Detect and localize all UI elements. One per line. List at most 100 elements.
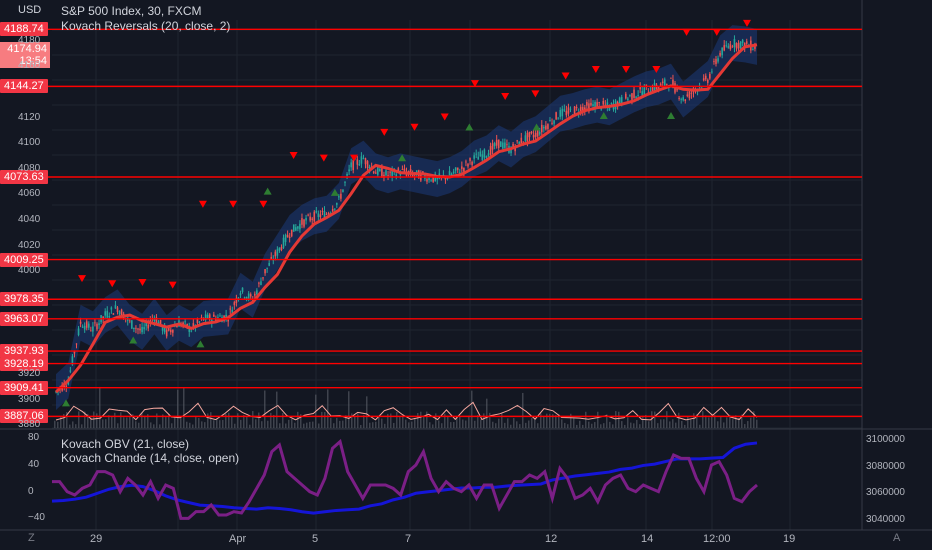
candle-body xyxy=(651,87,654,92)
candle-body xyxy=(739,41,742,49)
sell-signal-marker xyxy=(138,279,147,287)
indicator-legend-reversals[interactable]: Kovach Reversals (20, close, 2) xyxy=(61,19,231,33)
sell-signal-marker xyxy=(561,72,570,80)
candle-body xyxy=(700,87,703,89)
volume-bar xyxy=(402,414,404,428)
candle-body xyxy=(280,247,283,251)
candle-body xyxy=(625,93,627,99)
zoom-button[interactable]: Z xyxy=(28,532,35,544)
level-label[interactable]: 4188.74 xyxy=(0,22,48,37)
level-label[interactable]: 4073.63 xyxy=(0,170,48,184)
volume-bar xyxy=(570,413,572,428)
volume-bar xyxy=(624,424,626,428)
candle-body xyxy=(723,45,726,51)
candle-body xyxy=(358,164,361,166)
chart-title[interactable]: S&P 500 Index, 30, FXCM xyxy=(61,4,202,18)
volume-bar xyxy=(510,424,512,428)
volume-bar xyxy=(303,423,305,428)
level-label[interactable]: 3909.41 xyxy=(0,380,48,395)
candle-body xyxy=(430,180,432,182)
auto-scale-button[interactable]: A xyxy=(893,532,901,544)
level-label[interactable]: 3928.19 xyxy=(0,356,48,371)
sell-signal-marker xyxy=(622,66,631,74)
candle-body xyxy=(338,196,340,198)
candle-body xyxy=(247,293,250,299)
candle-body xyxy=(659,83,662,87)
candle-body xyxy=(483,149,486,158)
volume-bar xyxy=(177,389,179,428)
candle-body xyxy=(594,101,596,110)
candle-body xyxy=(631,93,633,100)
price-tick-label: 4120 xyxy=(18,111,41,123)
candle-body xyxy=(266,267,268,269)
candle-body xyxy=(315,210,318,213)
volume-bar xyxy=(705,415,707,428)
candle-body xyxy=(596,102,598,109)
candle-body xyxy=(331,208,334,212)
sell-signal-marker xyxy=(289,152,298,159)
level-label[interactable]: 3963.07 xyxy=(0,311,48,326)
buy-signal-marker xyxy=(667,111,675,119)
candle-body xyxy=(364,158,367,165)
volume-bar xyxy=(78,411,80,428)
volume-bar xyxy=(54,420,56,428)
level-label[interactable]: 4144.27 xyxy=(0,79,48,94)
candle-body xyxy=(463,167,465,172)
volume-bar xyxy=(708,417,710,428)
candle-body xyxy=(106,310,109,318)
volume-bar xyxy=(735,415,737,428)
level-label[interactable]: 4009.25 xyxy=(0,252,48,267)
candle-body xyxy=(663,79,666,86)
buy-signal-marker xyxy=(129,336,138,344)
candle-body xyxy=(254,293,256,296)
indicator-legend-obv[interactable]: Kovach OBV (21, close) xyxy=(61,437,190,451)
volume-bar xyxy=(186,421,188,428)
candle-body xyxy=(565,110,568,116)
level-label[interactable]: 3937.93 xyxy=(0,344,48,359)
candle-body xyxy=(454,167,457,171)
chande-line xyxy=(52,438,758,520)
volume-bar xyxy=(144,415,146,428)
candle-body xyxy=(645,84,648,86)
moving-average-line xyxy=(54,43,758,394)
candle-body xyxy=(610,102,613,105)
volume-bar xyxy=(561,419,563,428)
volume-bar xyxy=(438,420,440,428)
candle-body xyxy=(491,143,494,150)
volume-bar xyxy=(657,423,659,428)
price-tick-label: 3900 xyxy=(18,393,41,405)
candle-body xyxy=(356,159,359,165)
volume-bar xyxy=(492,421,494,428)
volume-bar xyxy=(435,413,437,428)
envelope-band-area xyxy=(56,25,757,411)
level-label[interactable]: 3887.06 xyxy=(0,409,48,424)
candle-body xyxy=(352,160,355,171)
volume-bar xyxy=(672,419,674,428)
level-label[interactable]: 3978.35 xyxy=(0,292,48,307)
candle-body xyxy=(737,42,740,49)
candle-body xyxy=(690,93,693,95)
candle-body xyxy=(360,156,363,164)
volume-bar xyxy=(534,418,536,428)
candle-body xyxy=(227,319,229,322)
candle-body xyxy=(524,135,527,141)
price-tick-label: 3880 xyxy=(18,419,41,431)
candle-body xyxy=(147,324,150,329)
oscillator-tick-label: 80 xyxy=(28,432,40,444)
chart-grid xyxy=(0,0,932,531)
time-tick-label: Apr xyxy=(229,533,247,545)
indicator-legend-chande[interactable]: Kovach Chande (14, close, open) xyxy=(61,451,240,465)
time-tick-label: 19 xyxy=(783,533,796,545)
volume-bar xyxy=(684,424,686,428)
volume-bar xyxy=(594,422,596,428)
candle-body xyxy=(467,164,469,167)
volume-bar xyxy=(519,424,521,428)
obv-tick-label: 3100000 xyxy=(866,434,905,446)
time-tick-label: 12 xyxy=(545,533,558,545)
volume-bar xyxy=(441,423,443,428)
volume-bar xyxy=(264,390,266,428)
volume-bar xyxy=(591,423,593,428)
candle-body xyxy=(379,168,381,172)
candle-body xyxy=(327,213,330,215)
